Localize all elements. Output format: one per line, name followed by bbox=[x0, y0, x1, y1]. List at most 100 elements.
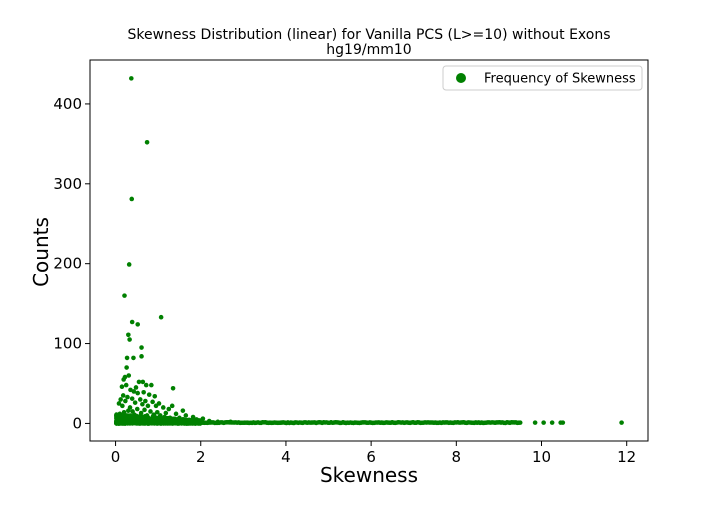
data-point bbox=[119, 413, 124, 418]
y-axis-label: Counts bbox=[29, 217, 53, 287]
data-point bbox=[137, 413, 143, 419]
chart-title: Skewness Distribution (linear) for Vanil… bbox=[127, 27, 610, 43]
data-point bbox=[157, 413, 163, 418]
x-axis-label: Skewness bbox=[320, 463, 418, 487]
data-point bbox=[177, 415, 182, 421]
data-point bbox=[185, 417, 191, 423]
data-point bbox=[123, 398, 128, 404]
data-point bbox=[167, 415, 173, 421]
data-point bbox=[133, 385, 139, 390]
data-point bbox=[160, 405, 166, 410]
data-point bbox=[206, 418, 212, 424]
data-point bbox=[541, 420, 546, 425]
x-tick-label: 6 bbox=[366, 448, 376, 466]
data-point bbox=[120, 393, 126, 398]
data-point bbox=[136, 379, 142, 385]
data-point bbox=[507, 420, 512, 425]
x-tick-label: 12 bbox=[617, 448, 636, 466]
data-point bbox=[124, 365, 129, 370]
data-point bbox=[135, 322, 141, 327]
data-point bbox=[228, 419, 233, 425]
data-point bbox=[155, 417, 161, 423]
y-tick-label: 400 bbox=[53, 95, 82, 113]
data-point bbox=[120, 403, 125, 409]
legend: Frequency of Skewness bbox=[442, 65, 643, 91]
data-point bbox=[119, 384, 125, 389]
data-point bbox=[143, 382, 149, 388]
data-point bbox=[132, 412, 137, 417]
data-point bbox=[134, 406, 140, 412]
y-tick-label: 100 bbox=[53, 335, 82, 353]
x-tick-label: 0 bbox=[111, 448, 121, 466]
data-point bbox=[129, 76, 134, 81]
legend-marker bbox=[456, 73, 466, 83]
x-tick-label: 10 bbox=[532, 448, 551, 466]
legend-label: Frequency of Skewness bbox=[484, 72, 636, 87]
legend-box bbox=[442, 65, 643, 91]
data-point bbox=[619, 420, 624, 425]
data-point bbox=[560, 420, 566, 425]
y-tick-label: 0 bbox=[72, 414, 82, 432]
data-point bbox=[131, 389, 137, 394]
data-point bbox=[140, 379, 146, 385]
data-point bbox=[152, 393, 158, 399]
data-point bbox=[169, 403, 175, 409]
data-point bbox=[150, 399, 155, 405]
data-point bbox=[180, 408, 186, 413]
data-point bbox=[194, 417, 199, 422]
data-point bbox=[143, 398, 148, 404]
data-point bbox=[122, 293, 127, 298]
data-point bbox=[170, 385, 176, 391]
data-point bbox=[147, 416, 152, 421]
data-point bbox=[116, 401, 122, 406]
data-point bbox=[129, 196, 135, 202]
data-point bbox=[132, 400, 138, 405]
data-point bbox=[146, 392, 152, 397]
data-point bbox=[126, 262, 132, 267]
data-point bbox=[141, 389, 146, 395]
data-point bbox=[190, 414, 196, 420]
data-point bbox=[517, 420, 523, 425]
x-tick-label: 4 bbox=[281, 448, 291, 466]
data-point bbox=[140, 401, 145, 407]
data-point bbox=[145, 403, 151, 409]
data-point bbox=[144, 139, 150, 145]
chart-subtitle: hg19/mm10 bbox=[326, 42, 411, 58]
data-point bbox=[124, 355, 130, 361]
data-point bbox=[155, 409, 160, 415]
data-point bbox=[162, 414, 167, 420]
y-tick-label: 200 bbox=[53, 255, 82, 273]
data-point bbox=[115, 414, 120, 420]
points-layer bbox=[114, 76, 624, 426]
data-point bbox=[183, 413, 189, 418]
data-point bbox=[134, 417, 140, 422]
data-point bbox=[121, 377, 126, 382]
data-point bbox=[144, 413, 150, 418]
data-point bbox=[129, 319, 135, 325]
data-point bbox=[153, 403, 159, 409]
data-point bbox=[123, 416, 129, 421]
data-point bbox=[118, 397, 123, 402]
data-point bbox=[139, 354, 144, 359]
data-point bbox=[149, 382, 154, 388]
data-point bbox=[139, 345, 144, 350]
data-point bbox=[150, 413, 156, 419]
data-point bbox=[137, 397, 143, 402]
data-point bbox=[126, 332, 131, 338]
y-tick-label: 300 bbox=[53, 175, 82, 193]
plot-frame bbox=[89, 59, 649, 442]
data-point bbox=[131, 355, 136, 361]
x-tick-label: 2 bbox=[196, 448, 206, 466]
data-point bbox=[245, 420, 250, 425]
ticks-layer: 0 2 4 6 8 10 12 0 100 200 300 400 bbox=[53, 95, 636, 466]
data-point bbox=[127, 413, 133, 418]
data-point bbox=[549, 420, 555, 425]
data-point bbox=[158, 314, 164, 320]
data-point bbox=[215, 419, 221, 425]
data-point bbox=[142, 407, 147, 413]
x-tick-label: 8 bbox=[452, 448, 462, 466]
data-point bbox=[129, 396, 135, 401]
data-point bbox=[125, 394, 130, 400]
